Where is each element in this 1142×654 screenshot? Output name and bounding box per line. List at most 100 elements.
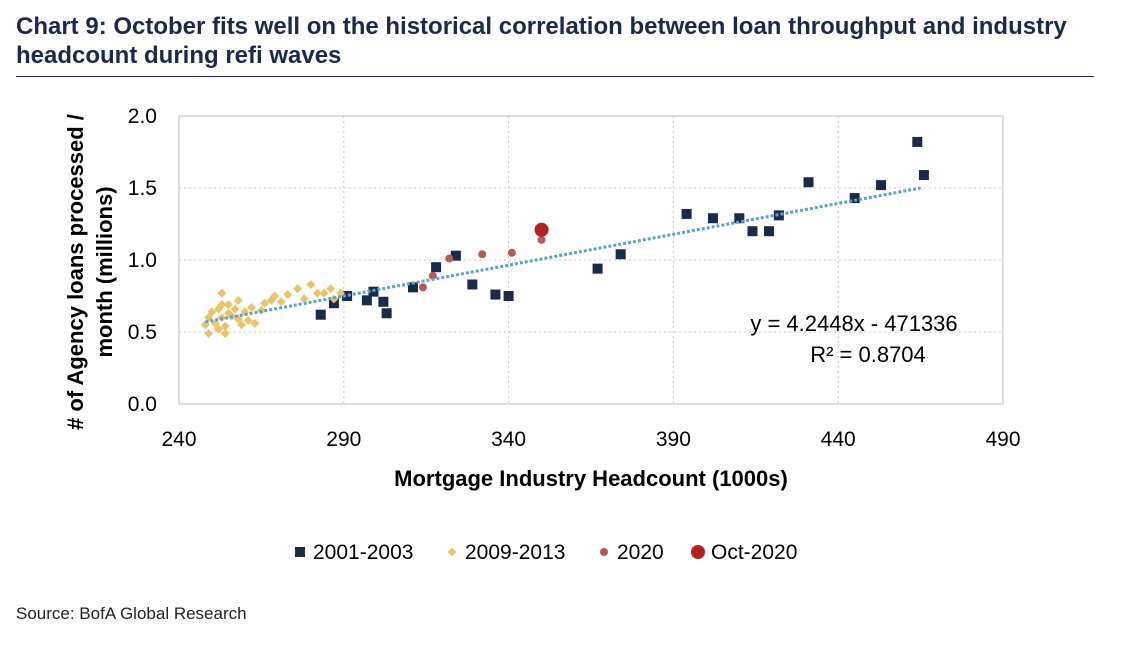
data-point: [408, 282, 419, 293]
data-point: [250, 318, 260, 328]
title-divider: [16, 76, 1094, 77]
data-point: [507, 248, 516, 257]
legend: 2001-2003 2009-2013 2020 Oct-2020: [295, 541, 797, 564]
data-point: [418, 283, 427, 292]
data-point: [214, 324, 224, 334]
data-point: [381, 308, 392, 319]
data-point: [319, 288, 329, 298]
data-point: [490, 289, 501, 300]
data-point: [803, 177, 814, 188]
x-tick-label: 390: [656, 428, 691, 451]
data-point: [876, 180, 887, 191]
legend-item: 2020: [600, 541, 664, 564]
data-point: [306, 279, 316, 289]
data-point: [734, 213, 745, 224]
data-point: [217, 288, 227, 298]
y-tick-label: 2.0: [128, 105, 157, 128]
data-point: [342, 291, 353, 301]
trendline-equation: y = 4.2448x - 471336: [750, 311, 957, 336]
source-note: Source: BofA Global Research: [16, 604, 247, 623]
chart-title: Chart 9: October fits well on the histor…: [16, 13, 1067, 69]
trendline-r-squared: R² = 0.8704: [810, 342, 926, 367]
data-point: [299, 294, 309, 304]
data-point: [293, 284, 303, 294]
data-point: [747, 226, 758, 237]
data-point: [243, 315, 253, 325]
data-point: [223, 300, 233, 310]
plot-area: [178, 115, 1004, 405]
data-point: [220, 321, 230, 331]
data-point: [431, 262, 442, 273]
x-tick-label: 240: [161, 428, 196, 451]
data-point: [260, 298, 270, 308]
x-tick-label: 290: [326, 428, 361, 451]
data-point: [918, 170, 929, 181]
data-point: [450, 250, 461, 261]
data-point: [912, 136, 923, 147]
data-point: [276, 297, 286, 307]
data-point: [247, 303, 257, 313]
data-point: [534, 222, 549, 237]
legend-item: 2001-2003: [295, 541, 413, 564]
legend-item: 2009-2013: [447, 541, 565, 564]
y-axis-label-line: # of Agency loans processed /: [63, 114, 88, 430]
legend-item: Oct-2020: [691, 541, 797, 564]
series-2020: [418, 235, 546, 292]
data-point: [773, 210, 784, 221]
data-point: [230, 304, 240, 314]
data-point: [204, 328, 214, 338]
data-point: [207, 307, 217, 317]
grid-lines: [179, 116, 1003, 404]
data-point: [326, 284, 336, 294]
data-point: [270, 291, 280, 301]
data-point: [220, 328, 230, 338]
data-point: [315, 309, 326, 320]
series-oct-2020: [534, 222, 549, 237]
y-tick-label: 1.0: [128, 249, 157, 272]
series-2009-2013: [200, 279, 346, 338]
data-point: [503, 291, 514, 301]
trendline: [205, 186, 921, 324]
data-point: [283, 290, 293, 300]
data-points: [200, 136, 929, 338]
data-point: [233, 295, 243, 305]
trendline-group: [205, 186, 921, 324]
data-point: [478, 250, 487, 259]
x-tick-label: 440: [821, 428, 856, 451]
legend-label: 2020: [617, 541, 664, 564]
x-tick-label: 340: [491, 428, 526, 451]
y-axis-label: # of Agency loans processed / month (mill…: [63, 114, 117, 430]
data-point: [763, 226, 774, 237]
x-tick-label: 490: [985, 428, 1020, 451]
data-point: [615, 249, 626, 260]
data-point: [312, 288, 322, 298]
data-point: [378, 296, 389, 307]
axis-ticks: 240 290 340 390 440 490 0.0 0.5 1.0 1.5 2.0: [128, 105, 1021, 451]
x-axis-label: Mortgage Industry Headcount (1000s): [394, 466, 788, 491]
legend-marker: [691, 545, 705, 559]
y-tick-label: 1.5: [128, 177, 157, 200]
y-tick-label: 0.5: [128, 321, 157, 344]
data-point: [445, 254, 454, 263]
y-axis-label-line: month (millions): [92, 186, 117, 357]
data-point: [361, 295, 372, 306]
legend-label: 2001-2003: [313, 541, 413, 564]
legend-label: Oct-2020: [711, 541, 797, 564]
data-point: [681, 208, 692, 219]
data-point: [336, 288, 346, 298]
data-point: [467, 279, 478, 290]
legend-marker: [295, 547, 305, 557]
series-2001-2003: [315, 136, 929, 320]
data-point: [428, 271, 437, 280]
legend-marker: [447, 547, 457, 557]
y-tick-label: 0.0: [128, 393, 157, 416]
data-point: [849, 193, 860, 204]
data-point: [217, 300, 227, 310]
data-point: [707, 213, 718, 224]
y-axis-label-group: # of Agency loans processed / month (mill…: [63, 114, 117, 430]
data-point: [592, 263, 603, 274]
data-point: [537, 235, 546, 244]
legend-label: 2009-2013: [465, 541, 565, 564]
data-point: [237, 320, 247, 330]
